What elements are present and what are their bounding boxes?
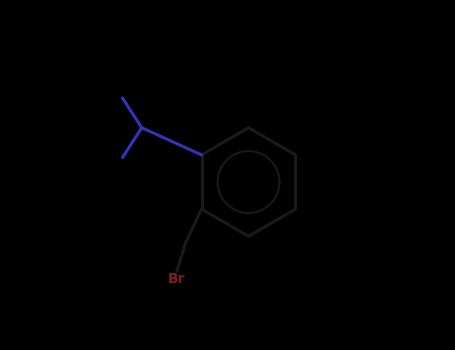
Text: Br: Br bbox=[168, 272, 186, 286]
